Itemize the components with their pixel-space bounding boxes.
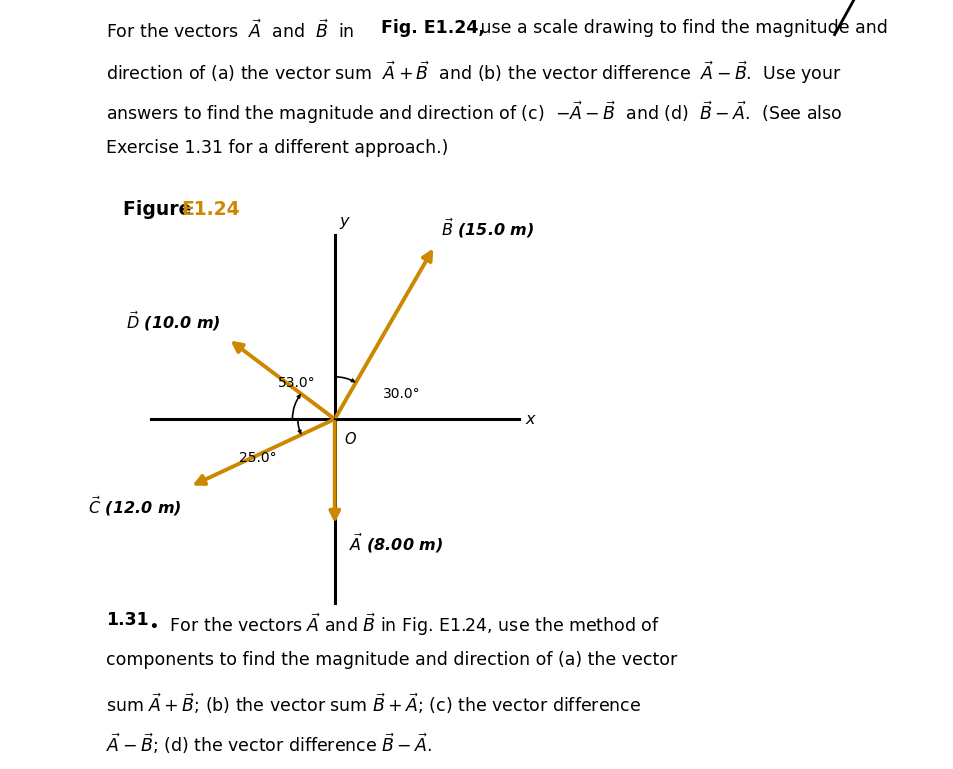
Text: components to find the magnitude and direction of (a) the vector: components to find the magnitude and dir…	[106, 651, 677, 669]
Text: $\vec{C}$ (12.0 m): $\vec{C}$ (12.0 m)	[89, 494, 182, 518]
Text: 53.0°: 53.0°	[277, 376, 315, 390]
Text: $\vec{A}$ (8.00 m): $\vec{A}$ (8.00 m)	[348, 532, 442, 555]
Text: Exercise 1.31 for a different approach.): Exercise 1.31 for a different approach.)	[106, 139, 448, 157]
Text: Figure: Figure	[123, 200, 198, 219]
Text: 1.31: 1.31	[106, 611, 149, 629]
Text: $O$: $O$	[344, 431, 356, 447]
Text: 25.0°: 25.0°	[239, 451, 276, 465]
Text: For the vectors  $\vec{A}$  and  $\vec{B}$  in: For the vectors $\vec{A}$ and $\vec{B}$ …	[106, 19, 356, 42]
Text: $\vec{B}$ (15.0 m): $\vec{B}$ (15.0 m)	[440, 217, 534, 240]
Text: answers to find the magnitude and direction of (c)  $-\vec{A} - \vec{B}$  and (d: answers to find the magnitude and direct…	[106, 99, 841, 126]
Text: direction of (a) the vector sum  $\vec{A} + \vec{B}$  and (b) the vector differe: direction of (a) the vector sum $\vec{A}…	[106, 59, 841, 86]
Text: Fig. E1.24,: Fig. E1.24,	[380, 19, 484, 37]
Text: use a scale drawing to find the magnitude and: use a scale drawing to find the magnitud…	[475, 19, 886, 37]
Text: $\vec{A} - \vec{B}$; (d) the vector difference $\vec{B} - \vec{A}$.: $\vec{A} - \vec{B}$; (d) the vector diff…	[106, 731, 433, 756]
Text: E1.24: E1.24	[181, 200, 239, 219]
Text: $x$: $x$	[524, 411, 537, 427]
Text: $y$: $y$	[338, 215, 351, 231]
Text: 30.0°: 30.0°	[383, 387, 420, 401]
Text: sum $\vec{A} + \vec{B}$; (b) the vector sum $\vec{B} + \vec{A}$; (c) the vector : sum $\vec{A} + \vec{B}$; (b) the vector …	[106, 691, 640, 716]
Text: $\bullet$  For the vectors $\vec{A}$ and $\vec{B}$ in Fig. E1.24, use the method: $\bullet$ For the vectors $\vec{A}$ and …	[148, 611, 659, 638]
Text: $\vec{D}$ (10.0 m): $\vec{D}$ (10.0 m)	[126, 309, 220, 333]
